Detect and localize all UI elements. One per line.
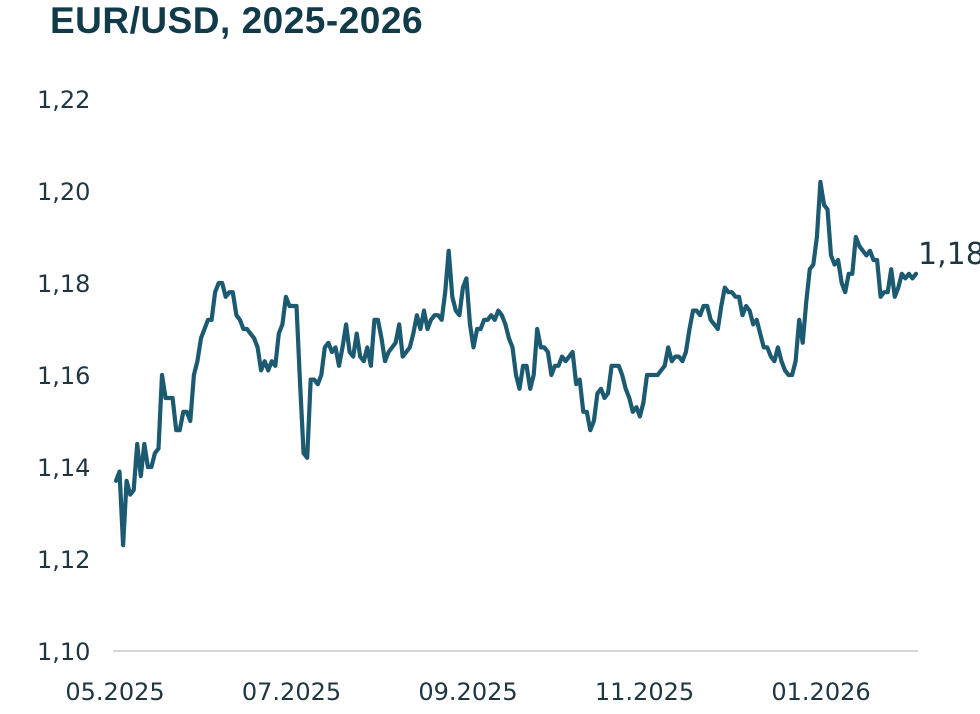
x-tick-label: 09.2025 xyxy=(418,678,517,706)
y-tick-label: 1,18 xyxy=(37,270,90,298)
x-tick-label: 05.2025 xyxy=(65,678,164,706)
chart-title: EUR/USD, 2025-2026 xyxy=(50,0,424,41)
y-tick-label: 1,14 xyxy=(37,454,90,482)
x-tick-label: 01.2026 xyxy=(771,678,870,706)
y-tick-label: 1,10 xyxy=(37,638,90,666)
y-tick-label: 1,20 xyxy=(37,178,90,206)
x-tick-label: 11.2025 xyxy=(595,678,694,706)
y-axis-ticks: 1,10 1,12 1,14 1,16 1,18 1,20 1,22 xyxy=(37,86,90,666)
y-tick-label: 1,22 xyxy=(37,86,90,114)
eurusd-series-line xyxy=(113,179,919,548)
y-tick-label: 1,12 xyxy=(37,546,90,574)
last-value-label: 1,18 xyxy=(918,237,980,272)
x-tick-label: 07.2025 xyxy=(242,678,341,706)
y-tick-label: 1,16 xyxy=(37,362,90,390)
x-axis-ticks: 05.2025 07.2025 09.2025 11.2025 01.2026 xyxy=(65,678,870,706)
